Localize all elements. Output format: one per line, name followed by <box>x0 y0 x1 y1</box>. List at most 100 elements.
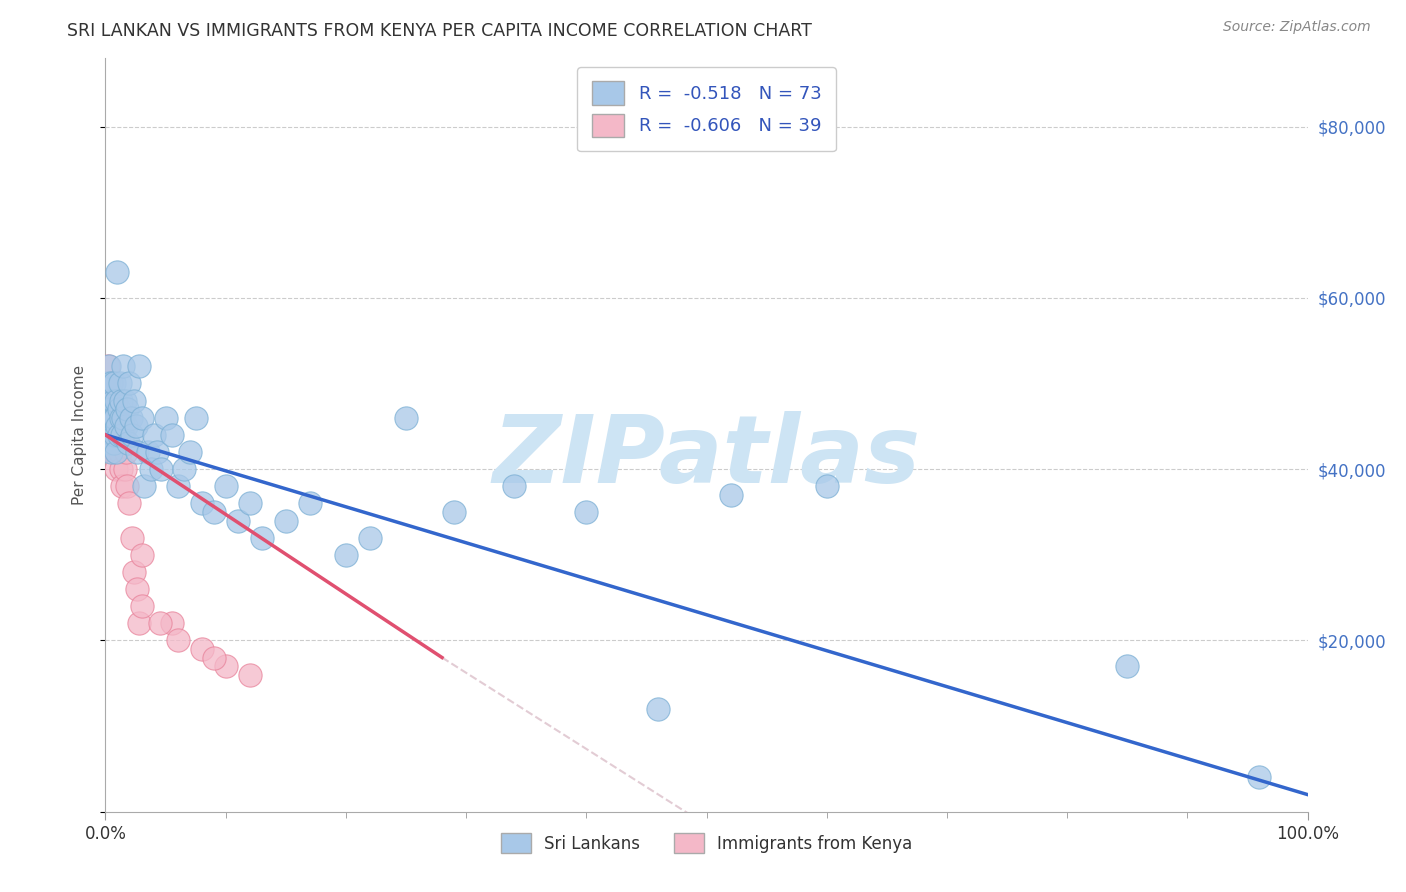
Point <box>202 505 225 519</box>
Text: Source: ZipAtlas.com: Source: ZipAtlas.com <box>1223 20 1371 34</box>
Point <box>110 393 132 408</box>
Point <box>1249 771 1271 785</box>
Point <box>111 428 134 442</box>
Point <box>96 410 118 425</box>
Point <box>184 410 207 425</box>
Point <box>575 505 598 519</box>
Point <box>97 376 120 391</box>
Point <box>226 514 249 528</box>
Point <box>160 616 183 631</box>
Point <box>101 428 124 442</box>
Point <box>115 419 138 434</box>
Point <box>112 428 135 442</box>
Point <box>131 548 153 562</box>
Point <box>148 616 170 631</box>
Point <box>115 402 138 417</box>
Point <box>117 436 139 450</box>
Point <box>105 462 128 476</box>
Point <box>97 410 120 425</box>
Point <box>98 436 121 450</box>
Point <box>146 445 169 459</box>
Point <box>142 428 165 442</box>
Point <box>97 428 120 442</box>
Point <box>335 548 357 562</box>
Point <box>100 445 122 459</box>
Point <box>166 479 188 493</box>
Point <box>100 376 122 391</box>
Point <box>125 582 148 596</box>
Point <box>815 479 838 493</box>
Point <box>173 462 195 476</box>
Point <box>103 376 125 391</box>
Point <box>160 428 183 442</box>
Point <box>239 667 262 681</box>
Point <box>107 428 129 442</box>
Point <box>124 393 146 408</box>
Point <box>190 496 212 510</box>
Point <box>100 376 122 391</box>
Point <box>104 445 127 459</box>
Point <box>98 359 121 374</box>
Point <box>274 514 297 528</box>
Point <box>131 599 153 614</box>
Point <box>118 376 141 391</box>
Point <box>124 419 146 434</box>
Point <box>98 402 121 417</box>
Point <box>359 531 381 545</box>
Point <box>98 419 121 434</box>
Point <box>98 428 121 442</box>
Point <box>107 410 129 425</box>
Point <box>104 428 127 442</box>
Point <box>107 428 129 442</box>
Point <box>503 479 526 493</box>
Point <box>214 479 236 493</box>
Point <box>114 462 136 476</box>
Point <box>114 393 136 408</box>
Point <box>239 496 262 510</box>
Point <box>149 462 172 476</box>
Point <box>166 633 188 648</box>
Point <box>112 359 135 374</box>
Point <box>112 410 135 425</box>
Point <box>115 445 138 459</box>
Point <box>101 393 124 408</box>
Point <box>647 702 669 716</box>
Point <box>155 410 177 425</box>
Point <box>190 642 212 657</box>
Y-axis label: Per Capita Income: Per Capita Income <box>72 365 87 505</box>
Point <box>110 462 132 476</box>
Point <box>105 445 128 459</box>
Point <box>139 462 162 476</box>
Point <box>136 445 159 459</box>
Point <box>128 616 150 631</box>
Point <box>1116 659 1139 673</box>
Point <box>202 650 225 665</box>
Point <box>111 479 134 493</box>
Point <box>101 428 124 442</box>
Point <box>104 410 127 425</box>
Point <box>100 410 122 425</box>
Point <box>101 445 124 459</box>
Point <box>298 496 321 510</box>
Point <box>115 479 138 493</box>
Text: SRI LANKAN VS IMMIGRANTS FROM KENYA PER CAPITA INCOME CORRELATION CHART: SRI LANKAN VS IMMIGRANTS FROM KENYA PER … <box>67 22 813 40</box>
Point <box>118 496 141 510</box>
Point <box>107 402 129 417</box>
Point <box>108 376 131 391</box>
Point <box>124 565 146 579</box>
Point <box>104 393 127 408</box>
Point <box>120 410 142 425</box>
Point <box>98 393 121 408</box>
Point <box>214 659 236 673</box>
Point <box>179 445 201 459</box>
Point <box>98 393 121 408</box>
Point <box>105 393 128 408</box>
Point <box>100 410 122 425</box>
Legend: Sri Lankans, Immigrants from Kenya: Sri Lankans, Immigrants from Kenya <box>495 826 918 860</box>
Point <box>98 436 121 450</box>
Point <box>121 428 143 442</box>
Point <box>395 410 418 425</box>
Point <box>131 410 153 425</box>
Point <box>103 410 125 425</box>
Point <box>97 359 120 374</box>
